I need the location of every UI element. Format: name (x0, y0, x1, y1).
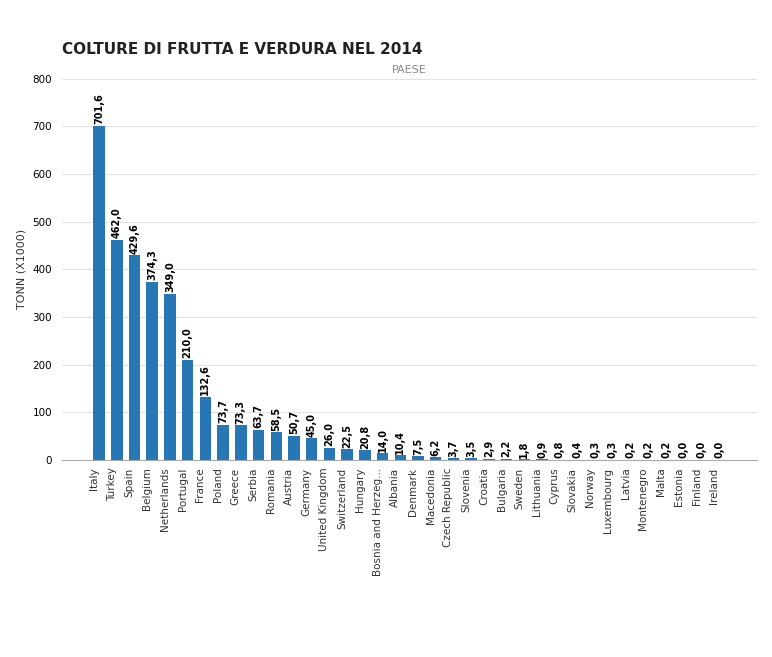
Bar (164, 294, 176, 460)
Bar (93, 125, 105, 460)
Text: 429,6: 429,6 (130, 223, 140, 254)
Text: 0,0: 0,0 (679, 442, 689, 459)
Text: 3,5: 3,5 (466, 440, 476, 457)
Text: 1,8: 1,8 (520, 440, 530, 458)
Text: 58,5: 58,5 (271, 407, 281, 430)
Bar (377, 453, 388, 460)
Bar (359, 450, 371, 460)
Bar (182, 360, 194, 460)
Bar (200, 397, 212, 460)
Text: COLTURE DI FRUTTA E VERDURA NEL 2014: COLTURE DI FRUTTA E VERDURA NEL 2014 (62, 42, 422, 57)
Text: 14,0: 14,0 (378, 428, 388, 452)
Text: 462,0: 462,0 (112, 208, 122, 238)
Bar (252, 430, 264, 460)
Text: 10,4: 10,4 (395, 430, 405, 453)
Bar (412, 457, 424, 460)
Text: 0,4: 0,4 (573, 441, 583, 459)
Bar (394, 455, 406, 460)
Text: 26,0: 26,0 (324, 422, 334, 446)
Text: 701,6: 701,6 (94, 93, 104, 124)
Text: 7,5: 7,5 (413, 438, 423, 455)
Text: 0,0: 0,0 (696, 442, 706, 459)
Text: 2,9: 2,9 (484, 440, 494, 457)
Bar (306, 438, 317, 460)
Bar (147, 282, 158, 460)
Text: 374,3: 374,3 (147, 250, 157, 280)
Text: 50,7: 50,7 (289, 411, 299, 434)
Text: 0,8: 0,8 (555, 441, 565, 458)
Bar (430, 457, 442, 460)
Y-axis label: TONN (X1000): TONN (X1000) (17, 229, 27, 309)
Bar (129, 256, 141, 460)
Text: 0,2: 0,2 (625, 441, 635, 459)
Text: 73,7: 73,7 (218, 399, 228, 423)
Bar (270, 432, 282, 460)
Text: 349,0: 349,0 (165, 261, 175, 292)
Text: 0,9: 0,9 (537, 441, 547, 458)
Text: 210,0: 210,0 (183, 328, 193, 359)
Bar (288, 436, 300, 460)
Text: 0,2: 0,2 (661, 441, 671, 459)
Text: 2,2: 2,2 (502, 440, 512, 457)
Text: 0,3: 0,3 (591, 441, 600, 459)
Bar (111, 240, 123, 460)
Text: 0,3: 0,3 (608, 441, 618, 459)
X-axis label: PAESE: PAESE (391, 65, 427, 76)
Bar (323, 447, 335, 460)
Text: 6,2: 6,2 (431, 438, 441, 455)
Bar (235, 425, 246, 460)
Bar (466, 458, 477, 460)
Text: 63,7: 63,7 (253, 404, 263, 428)
Bar (448, 458, 459, 460)
Text: 20,8: 20,8 (360, 424, 370, 449)
Text: 45,0: 45,0 (306, 413, 317, 437)
Text: 73,3: 73,3 (235, 399, 245, 424)
Text: 3,7: 3,7 (449, 440, 459, 457)
Bar (341, 449, 353, 460)
Bar (483, 459, 495, 460)
Text: 132,6: 132,6 (201, 365, 211, 396)
Bar (501, 459, 513, 460)
Text: 0,2: 0,2 (643, 441, 653, 459)
Text: 0,0: 0,0 (714, 442, 724, 459)
Bar (519, 459, 530, 460)
Text: 22,5: 22,5 (342, 424, 352, 448)
Bar (218, 425, 229, 460)
